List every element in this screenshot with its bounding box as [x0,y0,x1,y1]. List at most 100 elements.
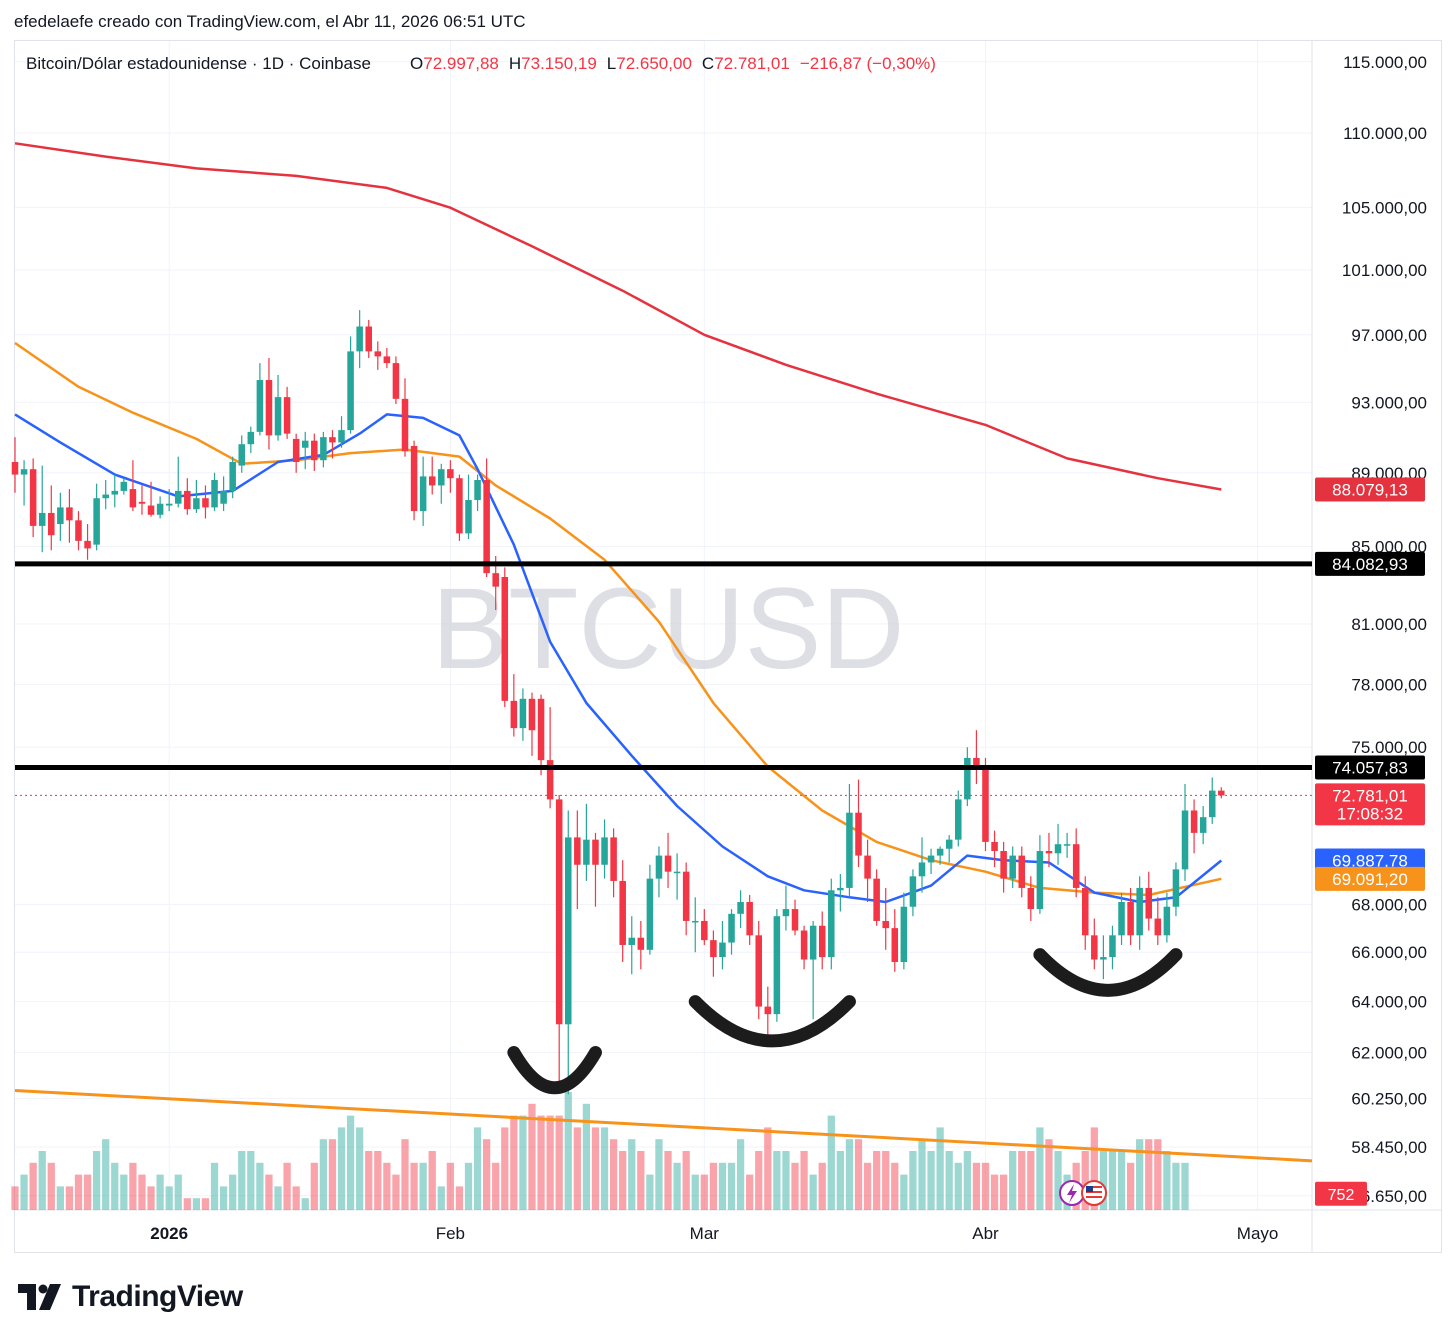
legend-close-label: C [702,54,714,73]
volume-bar [918,1139,926,1210]
candle-body [492,573,499,587]
candle [356,310,363,369]
volume-bar [156,1174,164,1210]
candle-body [66,507,73,521]
legend-high: 73.150,19 [521,54,597,73]
volume-bar [301,1198,309,1210]
candle-body [710,940,717,958]
candle [247,426,255,454]
volume-bar [727,1162,736,1210]
candle-body [846,812,853,888]
candle-body [129,489,137,508]
candle-body [601,837,608,865]
volume-bar [1090,1127,1098,1210]
badge-text: 88.079,13 [1332,480,1408,499]
candle-body [1199,817,1207,833]
candle-body [1154,918,1162,936]
candle-body [1181,810,1189,870]
candle [773,909,781,1022]
candle-body [655,855,663,879]
volume-bar [374,1151,382,1210]
volume-bar [410,1162,418,1210]
volume-bar [1145,1139,1153,1210]
volume-bar [256,1162,264,1210]
candle-body [837,887,844,891]
volume-bar [945,1151,953,1210]
badge-text: 72.781,01 [1332,786,1408,805]
volume-bar [999,1174,1008,1210]
candle-body [900,906,908,962]
candle-body [1018,855,1026,888]
candle-body [311,440,318,461]
price-tick-label: 62.000,00 [1351,1043,1427,1062]
volume-bar [138,1174,146,1210]
candle [592,832,599,907]
candle [964,747,971,807]
candle [864,839,871,903]
volume-bar [519,1115,527,1210]
volume-bar [564,1092,572,1210]
price-tick-label: 97.000,00 [1351,326,1427,345]
candle-body [528,698,536,731]
price-badge: 752 [1315,1181,1367,1206]
candle [691,897,699,953]
candle-body [537,698,545,761]
candle [719,920,726,970]
levels [15,561,1312,796]
volume-bar [210,1162,219,1210]
candle [29,458,37,538]
volume-bar [1126,1162,1135,1210]
candle-body [356,326,363,352]
candle [855,779,862,868]
candle-body [973,757,980,767]
candle [982,757,989,852]
volume-bar [229,1174,237,1210]
candle [646,864,654,955]
volume-bar [346,1115,355,1210]
volume-bar [129,1162,137,1210]
candle [383,348,391,369]
candle-body [1145,887,1153,919]
volume-bar [718,1162,727,1210]
candle [673,853,681,900]
event-icons[interactable] [1059,1180,1107,1206]
legend-open-label: O [410,54,423,73]
price-tick-label: 105.000,00 [1342,199,1427,218]
candle-body [120,481,128,491]
candle-body [610,837,617,881]
candle-body [782,909,790,917]
countdown-text: 17:08:32 [1337,804,1403,823]
candle-body [1036,851,1044,910]
volume-bar [192,1198,201,1210]
candle [456,474,463,541]
candle [1208,777,1216,824]
volume-bar [47,1162,55,1210]
volume-bar [464,1162,473,1210]
volume-bar [38,1151,46,1210]
volume-bar [637,1151,645,1210]
candle-body [111,490,119,495]
grid [15,41,1442,1253]
volume-bar [356,1127,364,1210]
volume-bar [555,1115,563,1210]
candle-body [392,363,400,399]
candle [637,920,645,970]
candle [583,803,590,881]
ma200-line [14,142,1222,491]
volume-bar [1081,1151,1089,1210]
price-badge: 74.057,83 [1315,755,1425,780]
candle-body [764,1006,772,1015]
volume-bar [419,1162,427,1210]
badge-bg [1315,866,1425,891]
candle [918,837,926,893]
chart-frame[interactable] [14,40,1442,1253]
badge-text: 74.057,83 [1332,759,1408,778]
candle-body [982,766,989,842]
candle-body [546,760,554,800]
volume-bar [201,1198,210,1210]
candle-body [728,913,735,943]
volume-bar [120,1174,128,1210]
candle [510,674,518,737]
candle-body [501,576,509,701]
